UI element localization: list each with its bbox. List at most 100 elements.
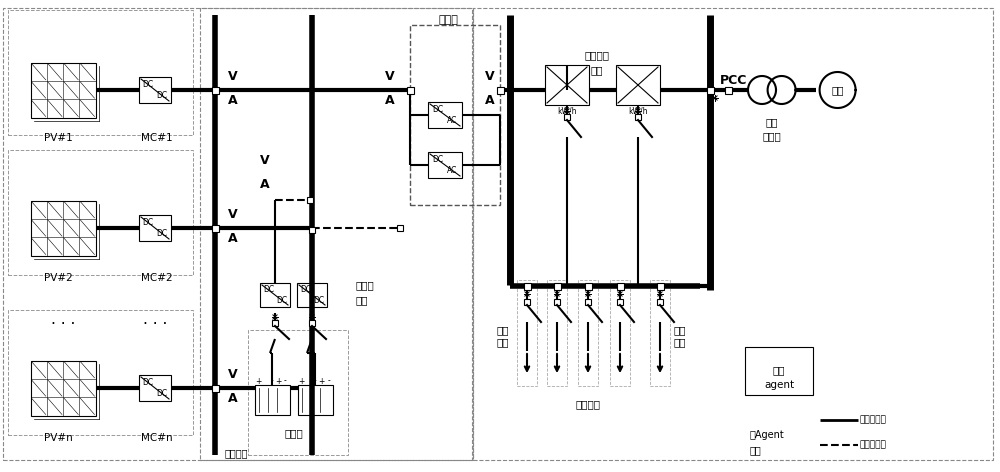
Bar [212,225,218,231]
Bar [616,65,660,105]
Bar [706,86,714,93]
Text: DC: DC [156,91,168,100]
Text: DC: DC [156,389,168,398]
Text: 电网: 电网 [831,85,844,95]
Text: kW/h: kW/h [557,107,577,116]
Bar [248,330,348,455]
Text: PV#n: PV#n [44,433,72,443]
Bar [496,86,504,93]
Text: 变压器: 变压器 [762,131,781,141]
Text: DC: DC [432,105,443,114]
Bar [30,201,96,255]
Text: DC: DC [142,378,154,387]
Text: DC: DC [432,155,443,164]
Bar [554,299,560,305]
Bar [309,227,315,233]
Bar [584,283,592,289]
Bar [254,385,290,415]
Bar [260,283,290,307]
Bar [410,25,500,205]
Text: -: - [284,377,287,386]
Text: MC#2: MC#2 [141,273,173,283]
Text: V: V [228,208,238,220]
Bar [657,299,663,305]
Bar [200,8,472,460]
Text: 逆变器: 逆变器 [438,15,458,25]
Text: AC: AC [447,116,458,125]
Text: 电力传输线: 电力传输线 [860,415,887,424]
Bar [397,225,403,231]
Bar [8,310,193,435]
Text: +: + [318,377,324,386]
Text: PV#1: PV#1 [44,133,72,143]
Text: DC: DC [313,296,324,305]
Bar [473,8,993,460]
Text: 交流负载: 交流负载 [576,399,601,409]
Text: MC#1: MC#1 [141,133,173,143]
Bar [406,86,414,93]
Bar [139,375,171,401]
Text: 直流母线: 直流母线 [225,448,248,458]
Text: -: - [314,377,316,386]
Text: 多Agent: 多Agent [750,430,785,440]
Text: 电表: 电表 [591,65,603,75]
Text: +: + [255,377,262,386]
Text: A: A [385,93,395,107]
Bar [650,280,670,386]
Text: DC: DC [156,229,168,238]
Bar [616,283,624,289]
Text: A: A [228,391,238,405]
Text: . . .: . . . [143,312,167,328]
Bar [428,152,462,178]
Text: PV#2: PV#2 [44,273,72,283]
Text: DC: DC [300,285,311,294]
Text: 主控: 主控 [773,365,785,375]
Text: DC: DC [263,285,274,294]
Bar [30,62,96,118]
Bar [635,114,641,120]
Bar [524,283,530,289]
Bar [517,280,537,386]
Bar [212,86,218,93]
Text: 信息传输线: 信息传输线 [860,440,887,449]
Bar [745,347,813,395]
Text: A: A [228,93,238,107]
Text: +: + [298,377,305,386]
Text: 蓄电池: 蓄电池 [284,428,303,438]
Bar [139,215,171,241]
Text: PCC: PCC [720,74,747,86]
Text: V: V [260,153,270,167]
Text: kW/h: kW/h [628,107,648,116]
Text: 换器: 换器 [355,295,368,305]
Text: 系统: 系统 [750,445,762,455]
Bar [545,65,589,105]
Bar [8,150,193,275]
Bar [578,280,598,386]
Text: 一般
负载: 一般 负载 [674,325,686,347]
Text: V: V [228,368,238,380]
Bar [212,385,218,391]
Text: DC: DC [142,80,154,89]
Bar [524,299,530,305]
Bar [298,385,332,415]
Bar [724,86,732,93]
Text: DC: DC [142,218,154,227]
Bar [554,283,560,289]
Text: agent: agent [764,380,794,390]
Text: DC: DC [276,296,287,305]
Text: 双向变: 双向变 [355,280,374,290]
Bar [617,299,623,305]
Bar [30,361,96,415]
Text: -: - [271,377,273,386]
Text: V: V [228,69,238,83]
Text: 隔离: 隔离 [766,117,778,127]
Bar [139,77,171,103]
Bar [547,280,567,386]
Bar [272,320,278,326]
Bar [307,197,313,203]
Text: 重要
负载: 重要 负载 [496,325,509,347]
Bar [610,280,630,386]
Text: MC#n: MC#n [141,433,173,443]
Bar [428,102,462,128]
Text: AC: AC [447,166,458,175]
